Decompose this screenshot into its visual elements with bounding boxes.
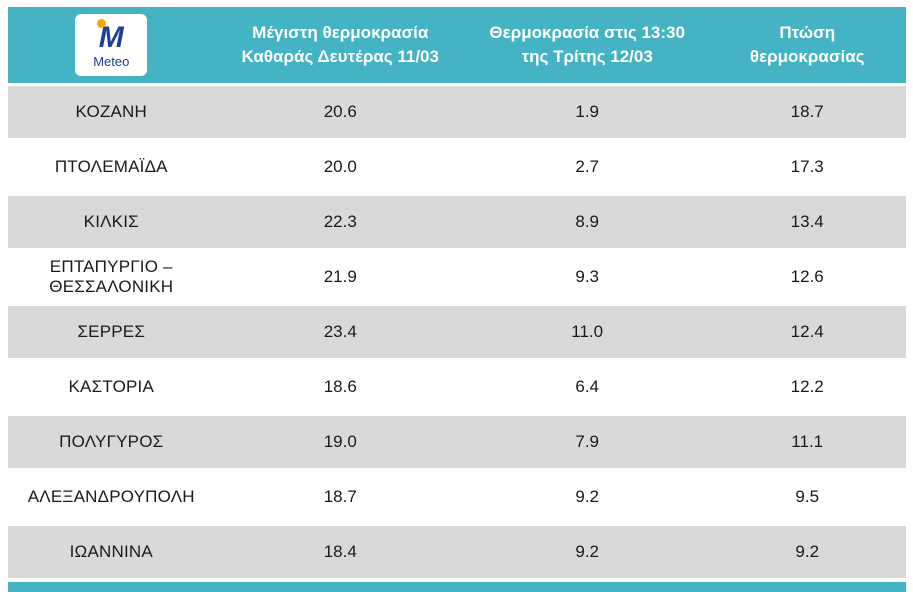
table-row: ΚΙΛΚΙΣ 22.3 8.9 13.4: [8, 196, 906, 248]
temp-1330-cell: 9.3: [465, 251, 709, 303]
drop-cell: 9.2: [708, 526, 906, 578]
drop-cell: 17.3: [708, 141, 906, 193]
meteo-logo-m: M: [96, 18, 124, 53]
max-temp-cell: 19.0: [214, 416, 466, 468]
table-body: ΚΟΖΑΝΗ 20.6 1.9 18.7 ΠΤΟΛΕΜΑΪΔΑ 20.0 2.7…: [8, 86, 906, 578]
max-temp-cell: 20.6: [214, 86, 466, 138]
meteo-logo-dot-icon: [96, 18, 106, 28]
drop-cell: 12.4: [708, 306, 906, 358]
bottom-accent-bar: [8, 582, 906, 592]
temp-1330-cell: 9.2: [465, 526, 709, 578]
table-row: ΣΕΡΡΕΣ 23.4 11.0 12.4: [8, 306, 906, 358]
drop-cell: 12.2: [708, 361, 906, 413]
temp-1330-cell: 7.9: [465, 416, 709, 468]
table-row: ΚΟΖΑΝΗ 20.6 1.9 18.7: [8, 86, 906, 138]
temperature-table: M Meteo Μέγιστη θερμοκρασία Καθαράς Δευτ…: [8, 4, 906, 581]
station-cell: ΙΩΑΝΝΙΝΑ: [8, 526, 215, 578]
table-row: ΚΑΣΤΟΡΙΑ 18.6 6.4 12.2: [8, 361, 906, 413]
drop-cell: 18.7: [708, 86, 906, 138]
temp-1330-cell: 1.9: [465, 86, 709, 138]
table-row: ΑΛΕΞΑΝΔΡΟΥΠΟΛΗ 18.7 9.2 9.5: [8, 471, 906, 523]
max-temp-cell: 18.4: [214, 526, 466, 578]
station-cell: ΕΠΤΑΠΥΡΓΙΟ – ΘΕΣΣΑΛΟΝΙΚΗ: [8, 251, 215, 303]
temp-1330-cell: 9.2: [465, 471, 709, 523]
station-cell: ΠΤΟΛΕΜΑΪΔΑ: [8, 141, 215, 193]
max-temp-cell: 18.6: [214, 361, 466, 413]
drop-cell: 12.6: [708, 251, 906, 303]
logo-header-cell: M Meteo: [8, 7, 215, 83]
max-temp-cell: 23.4: [214, 306, 466, 358]
station-cell: ΑΛΕΞΑΝΔΡΟΥΠΟΛΗ: [8, 471, 215, 523]
drop-cell: 13.4: [708, 196, 906, 248]
station-cell: ΠΟΛΥΓΥΡΟΣ: [8, 416, 215, 468]
column-header-temp-drop: Πτώση θερμοκρασίας: [708, 7, 906, 83]
station-cell: ΚΟΖΑΝΗ: [8, 86, 215, 138]
max-temp-cell: 22.3: [214, 196, 466, 248]
temp-1330-cell: 2.7: [465, 141, 709, 193]
table-row: ΠΤΟΛΕΜΑΪΔΑ 20.0 2.7 17.3: [8, 141, 906, 193]
table-header: M Meteo Μέγιστη θερμοκρασία Καθαράς Δευτ…: [8, 7, 906, 83]
column-header-max-temp: Μέγιστη θερμοκρασία Καθαράς Δευτέρας 11/…: [214, 7, 466, 83]
meteo-logo-text: Meteo: [93, 53, 130, 69]
station-cell: ΚΑΣΤΟΡΙΑ: [8, 361, 215, 413]
meteo-logo: M Meteo: [75, 14, 148, 76]
max-temp-cell: 20.0: [214, 141, 466, 193]
drop-cell: 11.1: [708, 416, 906, 468]
table-row: ΙΩΑΝΝΙΝΑ 18.4 9.2 9.2: [8, 526, 906, 578]
table-row: ΠΟΛΥΓΥΡΟΣ 19.0 7.9 11.1: [8, 416, 906, 468]
drop-cell: 9.5: [708, 471, 906, 523]
max-temp-cell: 18.7: [214, 471, 466, 523]
station-cell: ΣΕΡΡΕΣ: [8, 306, 215, 358]
table-row: ΕΠΤΑΠΥΡΓΙΟ – ΘΕΣΣΑΛΟΝΙΚΗ 21.9 9.3 12.6: [8, 251, 906, 303]
max-temp-cell: 21.9: [214, 251, 466, 303]
temp-1330-cell: 11.0: [465, 306, 709, 358]
station-cell: ΚΙΛΚΙΣ: [8, 196, 215, 248]
temp-1330-cell: 6.4: [465, 361, 709, 413]
column-header-temp-1330: Θερμοκρασία στις 13:30 της Τρίτης 12/03: [465, 7, 709, 83]
temp-1330-cell: 8.9: [465, 196, 709, 248]
